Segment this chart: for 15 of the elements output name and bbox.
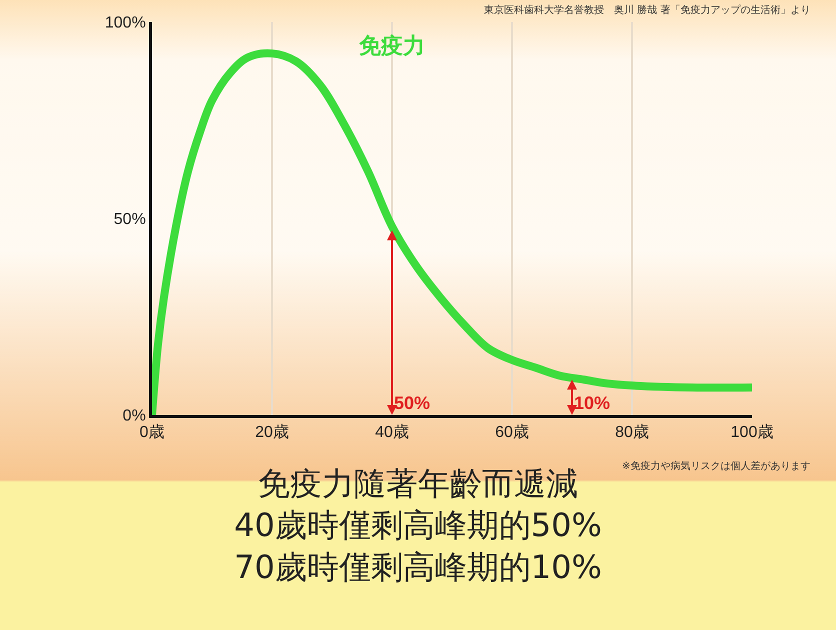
text: ※免疫力や病気リスクは個人差があります bbox=[622, 460, 810, 472]
y-tick-label: 0% bbox=[122, 408, 146, 425]
x-tick-label: 80歳 bbox=[615, 423, 649, 442]
x-tick-label: 0歳 bbox=[140, 423, 164, 442]
annotation: 10% bbox=[574, 393, 610, 413]
y-tick-label: 100% bbox=[104, 14, 146, 32]
x-tick-label: 40歳 bbox=[375, 423, 409, 442]
text: 免疫力隨著年齡而遞減 40歲時僅剩高峰期的50% 70歲時僅剩高峰期的10% bbox=[234, 464, 602, 586]
x-tick-label: 100歳 bbox=[730, 423, 774, 442]
annotation: 50% bbox=[394, 393, 430, 413]
x-tick-label: 20歳 bbox=[255, 423, 289, 442]
y-tick-label: 50% bbox=[114, 211, 146, 228]
x-tick-label: 60歳 bbox=[495, 423, 529, 442]
text: 東京医科歯科大学名誉教授 奥川 勝哉 著「免疫力アップの生活術」より bbox=[484, 4, 810, 16]
text: 免疫力 bbox=[358, 34, 425, 59]
